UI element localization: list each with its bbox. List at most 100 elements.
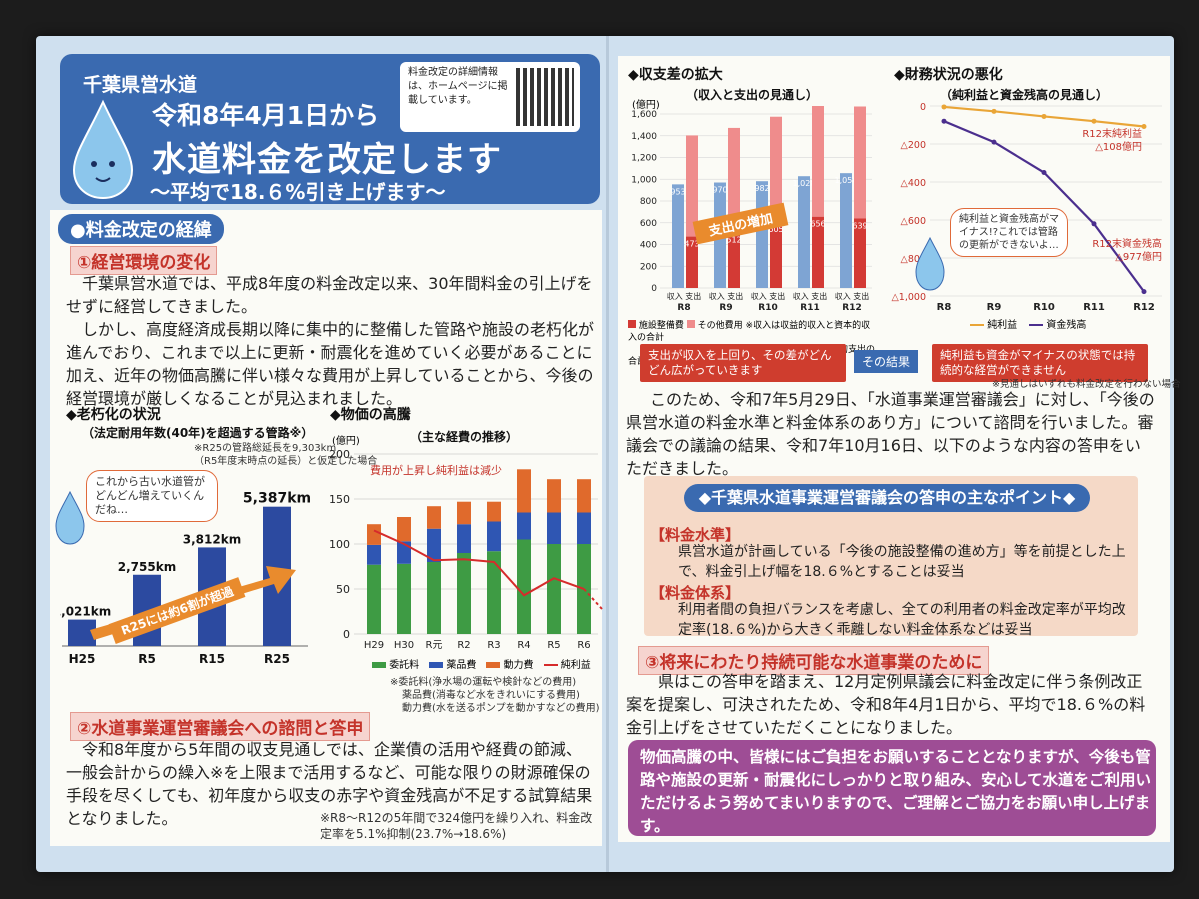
closing-message: 物価高騰の中、皆様にはご負担をお願いすることとなりますが、今後も管路や施設の更新…	[640, 748, 1152, 835]
price-bar-segment	[427, 506, 441, 529]
subsection-1-title: ①経営環境の変化	[70, 246, 218, 275]
balance-pair-label: 収入 支出	[835, 291, 870, 301]
price-y-tick: 0	[343, 628, 350, 641]
price-bar-segment	[517, 512, 531, 540]
aging-chart-subtitle: （法定耐用年数(40年)を超過する管路※）	[82, 426, 314, 440]
finance-x-tick: R8	[937, 302, 952, 313]
finance-x-tick: R10	[1033, 302, 1055, 313]
aging-category-label: R5	[138, 652, 156, 666]
legend-profit: 純利益	[970, 316, 1017, 331]
legend-note-1: ※収入は収益的収入と資本的収入の合計	[628, 321, 871, 343]
price-bar-segment	[547, 544, 561, 634]
finance-point	[941, 104, 947, 110]
price-note-2: 薬品費(消毒など水をきれいにする費用)	[402, 690, 580, 701]
org-name: 千葉県営水道	[83, 74, 198, 96]
price-annotation: 費用が上昇し純利益は減少	[370, 464, 502, 477]
finance-y-tick: 0	[920, 102, 926, 113]
price-bar-segment	[397, 563, 411, 634]
balance-y-tick: 800	[640, 197, 657, 207]
paragraph-5: 県はこの答申を踏まえ、12月定例県議会に料金改定に伴う条例改正案を提案し、可決さ…	[626, 672, 1146, 737]
price-bar-segment	[367, 544, 381, 565]
price-bar-segment	[517, 539, 531, 634]
balance-facility-bar	[728, 232, 740, 288]
balance-y-tick: 1,000	[631, 175, 657, 185]
qr-note: 料金改定の詳細情報は、ホームページに掲載しています。	[408, 67, 508, 106]
balance-pair-label: 収入 支出	[751, 291, 786, 301]
price-x-tick: R4	[517, 640, 530, 651]
price-net-profit-line	[373, 529, 585, 597]
balance-other-bar	[770, 116, 782, 223]
price-y-tick: 150	[329, 493, 350, 506]
finance-y-tick: △200	[901, 140, 926, 151]
sub-headline: ～平均で18.６%引き上げます～	[150, 180, 446, 204]
cash-end-label: R12末資金残高 △977億円	[1092, 239, 1162, 263]
finance-speech-bubble: 純利益と資金残高がマイナス!?これでは管路の更新ができないよ…	[950, 208, 1068, 257]
balance-income-bar	[840, 173, 852, 288]
finance-point	[991, 108, 997, 114]
aging-category-label: R25	[264, 652, 290, 666]
main-headline: 水道料金を改定します	[152, 140, 502, 180]
balance-income-label: 982	[754, 184, 769, 193]
balance-x-tick: R9	[719, 303, 732, 313]
finance-y-tick: △1,000	[891, 292, 926, 303]
balance-x-tick: R8	[677, 303, 690, 313]
price-bar-segment	[547, 479, 561, 513]
subsection-3-title: ③将来にわたり持続可能な水道事業のために	[638, 646, 990, 675]
balance-pair-label: 収入 支出	[709, 291, 744, 301]
price-bar-segment	[487, 551, 501, 634]
price-bar-segment	[577, 512, 591, 544]
projection-note: ※見通しはいずれも料金改定を行わない場合	[992, 379, 1181, 390]
aging-speech-bubble: これから古い水道管がどんどん増えていくんだね…	[86, 470, 218, 522]
price-trend-extension	[583, 588, 603, 610]
price-y-tick: 200	[329, 448, 350, 461]
balance-y-tick: 400	[640, 241, 657, 251]
fold-line	[606, 36, 609, 872]
price-bar-segment	[367, 564, 381, 634]
balance-facility-label: 656	[810, 220, 825, 229]
balance-income-bar	[756, 181, 768, 288]
effective-date: 令和8年4月1日から	[152, 101, 380, 130]
balance-income-label: 970	[712, 186, 727, 195]
finance-y-tick: △400	[901, 178, 926, 189]
price-x-tick: R3	[487, 640, 500, 651]
finance-point	[941, 118, 947, 124]
legend-other-costs: その他費用	[686, 320, 743, 331]
price-x-tick: R5	[547, 640, 560, 651]
balance-other-bar	[812, 106, 824, 217]
balance-y-tick: 1,400	[631, 132, 657, 142]
finance-x-tick: R12	[1133, 302, 1155, 313]
balance-y-tick: 600	[640, 219, 657, 229]
balance-chart: 0 200 400 600 800 1,000 1,200 1,400 1,600 953 473 収…	[631, 106, 872, 313]
aging-chart-title: ◆老朽化の状況	[66, 407, 161, 423]
balance-facility-label: 639	[852, 222, 867, 231]
subsection-2-title: ②水道事業運営審議会への諮問と答申	[70, 712, 371, 741]
legend-net-profit: 純利益	[543, 656, 591, 671]
legend-chemicals: 薬品費	[429, 656, 476, 671]
price-y-tick: 100	[329, 538, 350, 551]
price-y-tick: 50	[336, 583, 350, 596]
finance-x-tick: R11	[1083, 302, 1105, 313]
section-title: ●料金改定の経緯	[58, 214, 224, 244]
finance-chart-subtitle: （純利益と資金残高の見通し）	[940, 88, 1109, 102]
price-note-3: 動力費(水を送るポンプを動かすなどの費用)	[402, 703, 600, 714]
footnote: ※R8～R12の5年間で324億円を繰り入れ、料金改定率を5.1%抑制(23.7…	[320, 811, 593, 841]
aging-note-1: ※R25の管路総延長を9,303km	[194, 443, 337, 454]
balance-x-tick: R12	[842, 303, 861, 313]
balance-other-bar	[728, 127, 740, 233]
paragraph-4: このため、令和7年5月29日、「水道事業運営審議会」に対し、「今後の県営水道の料…	[626, 390, 1155, 478]
closing-box	[628, 740, 1156, 836]
legend-power: 動力費	[486, 656, 534, 671]
result-arrow: その結果	[854, 350, 919, 373]
qr-code-icon[interactable]	[516, 68, 574, 126]
aging-category-label: R15	[199, 652, 225, 666]
balance-income-bar	[798, 176, 810, 288]
price-note-1: ※委託料(浄水場の運転や検針などの費用)	[390, 677, 577, 688]
balance-y-tick: 1,600	[631, 110, 657, 120]
finance-point	[1091, 221, 1097, 227]
price-x-tick: H29	[364, 640, 384, 651]
price-bar-segment	[577, 479, 591, 513]
price-bar-segment	[457, 501, 471, 525]
finance-chart-title: ◆財務状況の悪化	[894, 67, 1003, 83]
price-x-tick: R元	[426, 640, 443, 651]
price-chart: 0 50 100 150 200 H29 H30 R元 R2 R3 R4 R5 R6	[329, 448, 603, 651]
